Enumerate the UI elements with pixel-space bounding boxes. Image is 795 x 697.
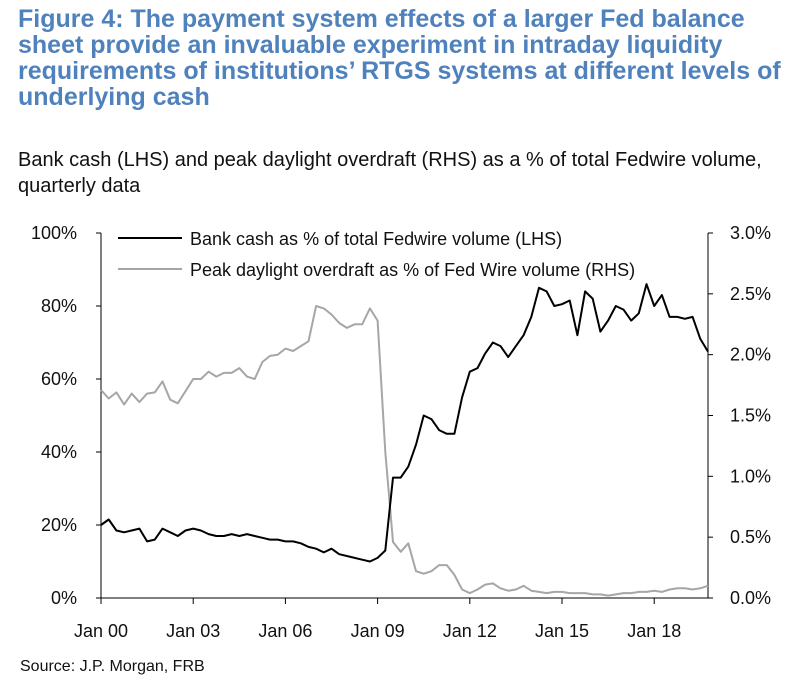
x-tick-label: Jan 15 xyxy=(535,621,589,641)
overdraft-series-line xyxy=(100,305,709,597)
right-tick-label: 3.0% xyxy=(730,223,771,243)
x-tick-label: Jan 12 xyxy=(443,621,497,641)
right-tick-label: 1.0% xyxy=(730,466,771,486)
bank-cash-series-line xyxy=(100,283,709,563)
left-tick-label: 100% xyxy=(31,223,77,243)
series-lines xyxy=(100,283,709,597)
right-tick-label: 0.0% xyxy=(730,588,771,608)
x-tick-label: Jan 18 xyxy=(627,621,681,641)
left-tick-label: 60% xyxy=(41,369,77,389)
left-tick-label: 0% xyxy=(51,588,77,608)
legend: Bank cash as % of total Fedwire volume (… xyxy=(118,229,635,280)
x-tick-label: Jan 03 xyxy=(166,621,220,641)
source-note: Source: J.P. Morgan, FRB xyxy=(20,658,205,675)
left-tick-label: 20% xyxy=(41,515,77,535)
right-tick-label: 2.5% xyxy=(730,284,771,304)
right-tick-label: 1.5% xyxy=(730,406,771,426)
legend-label-1: Bank cash as % of total Fedwire volume (… xyxy=(190,229,562,249)
chart-subtitle: Bank cash (LHS) and peak daylight overdr… xyxy=(18,149,762,197)
chart-title: Figure 4: The payment system effects of … xyxy=(18,5,781,111)
x-tick-label: Jan 00 xyxy=(74,621,128,641)
left-tick-label: 80% xyxy=(41,296,77,316)
x-tick-label: Jan 06 xyxy=(258,621,312,641)
left-tick-label: 40% xyxy=(41,442,77,462)
axes: 0% 20% 40% 60% 80% 100% 0.0% 0.5% 1.0% 1.5% 2.0% 2.… xyxy=(31,223,771,641)
right-tick-label: 0.5% xyxy=(730,527,771,547)
legend-label-2: Peak daylight overdraft as % of Fed Wire… xyxy=(190,260,635,280)
x-tick-label: Jan 09 xyxy=(351,621,405,641)
right-tick-label: 2.0% xyxy=(730,345,771,365)
